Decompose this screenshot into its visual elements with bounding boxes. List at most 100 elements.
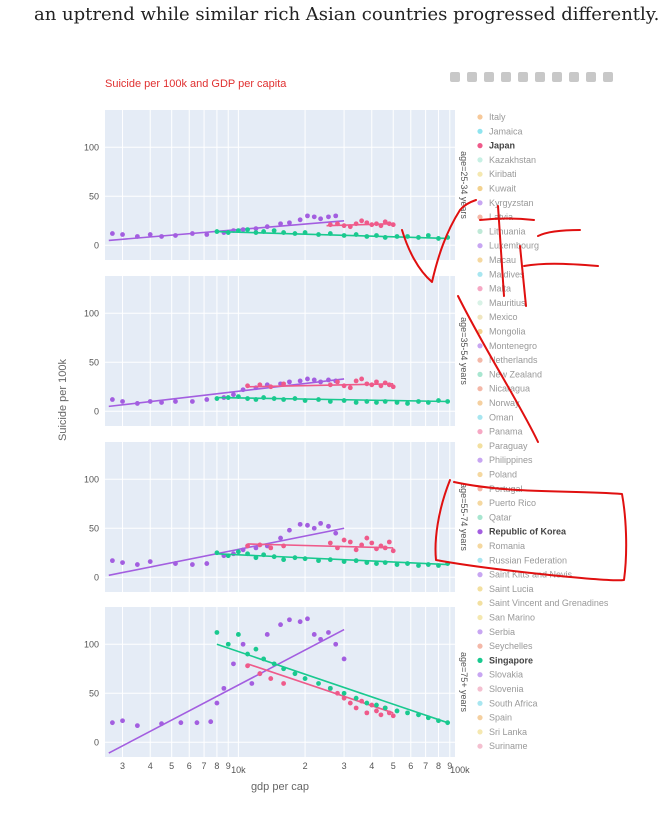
legend-item[interactable]: Macau bbox=[477, 255, 516, 265]
x-tick-label: 8 bbox=[436, 761, 441, 771]
legend[interactable]: Italy Jamaica Japan Kazakhstan Kiribati Kuwai… bbox=[477, 112, 609, 751]
data-point bbox=[436, 236, 441, 241]
camera-icon[interactable] bbox=[450, 72, 460, 82]
data-point bbox=[245, 663, 250, 669]
legend-item[interactable]: Netherlands bbox=[477, 355, 538, 365]
x-tick-label: 6 bbox=[187, 761, 192, 771]
data-point bbox=[261, 656, 267, 662]
data-point bbox=[318, 520, 323, 526]
legend-item[interactable]: Republic of Korea bbox=[477, 527, 567, 537]
legend-item[interactable]: Mongolia bbox=[477, 327, 526, 337]
legend-item[interactable]: Kazakhstan bbox=[477, 155, 536, 165]
legend-item[interactable]: Maldives bbox=[477, 269, 525, 279]
legend-item[interactable]: Romania bbox=[477, 541, 525, 551]
legend-label: Serbia bbox=[489, 627, 515, 637]
legend-item[interactable]: Latvia bbox=[477, 212, 513, 222]
data-point bbox=[302, 230, 308, 235]
legend-label: Singapore bbox=[489, 655, 533, 665]
legend-item[interactable]: Lithuania bbox=[477, 226, 526, 236]
data-point bbox=[253, 646, 259, 652]
plotly-logo-icon[interactable] bbox=[603, 72, 613, 82]
data-point bbox=[253, 545, 259, 551]
legend-item[interactable]: Philippines bbox=[477, 455, 533, 465]
legend-marker bbox=[477, 700, 483, 706]
legend-marker bbox=[477, 171, 483, 177]
pan-icon[interactable] bbox=[484, 72, 494, 82]
legend-item[interactable]: Mexico bbox=[477, 312, 518, 322]
data-point bbox=[257, 382, 263, 388]
legend-label: Seychelles bbox=[489, 641, 533, 651]
lasso-icon[interactable] bbox=[518, 72, 528, 82]
legend-item[interactable]: Kiribati bbox=[477, 169, 517, 179]
legend-marker bbox=[477, 686, 483, 692]
zoom-out-icon[interactable] bbox=[552, 72, 562, 82]
legend-item[interactable]: Mauritius bbox=[477, 298, 526, 308]
legend-item[interactable]: Panama bbox=[477, 427, 523, 437]
data-point bbox=[394, 234, 400, 239]
legend-item[interactable]: Paraguay bbox=[477, 441, 528, 451]
data-point bbox=[278, 622, 283, 628]
data-point bbox=[327, 685, 333, 691]
legend-item[interactable]: Russian Federation bbox=[477, 555, 567, 565]
legend-item[interactable]: San Marino bbox=[477, 613, 535, 623]
legend-item[interactable]: Kyrgyzstan bbox=[477, 198, 534, 208]
data-point bbox=[147, 559, 153, 565]
legend-item[interactable]: Norway bbox=[477, 398, 520, 408]
legend-label: Qatar bbox=[489, 512, 512, 522]
home-icon[interactable] bbox=[586, 72, 596, 82]
y-tick-label: 0 bbox=[94, 572, 99, 582]
data-point bbox=[378, 383, 384, 389]
legend-item[interactable]: Oman bbox=[477, 412, 514, 422]
y-tick-label: 50 bbox=[89, 523, 99, 533]
legend-label: South Africa bbox=[489, 698, 538, 708]
data-point bbox=[261, 229, 267, 234]
legend-item[interactable]: Kuwait bbox=[477, 184, 517, 194]
data-point bbox=[335, 221, 340, 227]
data-point bbox=[359, 376, 365, 382]
data-point bbox=[318, 636, 323, 642]
legend-item[interactable]: South Africa bbox=[477, 698, 538, 708]
legend-item[interactable]: Sri Lanka bbox=[477, 727, 527, 737]
legend-item[interactable]: Saint Kitts and Nevis bbox=[477, 570, 573, 580]
autoscale-icon[interactable] bbox=[569, 72, 579, 82]
legend-marker bbox=[477, 643, 483, 649]
legend-item[interactable]: Serbia bbox=[477, 627, 515, 637]
legend-item[interactable]: Saint Vincent and Grenadines bbox=[477, 598, 609, 608]
legend-label: Lithuania bbox=[489, 226, 526, 236]
legend-item[interactable]: Montenegro bbox=[477, 341, 537, 351]
data-point bbox=[221, 685, 227, 691]
legend-item[interactable]: Suriname bbox=[477, 741, 528, 751]
y-tick-label: 0 bbox=[94, 406, 99, 416]
legend-item[interactable]: Spain bbox=[477, 713, 512, 723]
series-republic-of-korea bbox=[108, 520, 345, 577]
legend-item[interactable]: Slovakia bbox=[477, 670, 523, 680]
box-select-icon[interactable] bbox=[501, 72, 511, 82]
legend-item[interactable]: Singapore bbox=[477, 655, 533, 665]
data-point bbox=[110, 231, 115, 236]
legend-item[interactable]: Poland bbox=[477, 470, 517, 480]
legend-item[interactable]: Japan bbox=[477, 141, 515, 151]
data-point bbox=[386, 539, 392, 545]
legend-item[interactable]: Slovenia bbox=[477, 684, 524, 694]
legend-item[interactable]: Saint Lucia bbox=[477, 584, 534, 594]
zoom-in-icon[interactable] bbox=[535, 72, 545, 82]
legend-item[interactable]: Seychelles bbox=[477, 641, 533, 651]
legend-item[interactable]: Malta bbox=[477, 284, 511, 294]
modebar-toolbar[interactable] bbox=[450, 72, 613, 82]
legend-item[interactable]: Puerto Rico bbox=[477, 498, 536, 508]
zoom-icon[interactable] bbox=[467, 72, 477, 82]
annotation-letter-e-stroke bbox=[523, 262, 599, 267]
data-point bbox=[445, 399, 451, 404]
data-point bbox=[240, 227, 246, 233]
x-tick-label: 5 bbox=[391, 761, 396, 771]
data-point bbox=[416, 563, 421, 568]
data-point bbox=[327, 540, 333, 546]
legend-item[interactable]: Jamaica bbox=[477, 126, 523, 136]
legend-item[interactable]: Luxembourg bbox=[477, 241, 539, 251]
legend-item[interactable]: Italy bbox=[477, 112, 506, 122]
legend-item[interactable]: Qatar bbox=[477, 512, 512, 522]
legend-item[interactable]: New Zealand bbox=[477, 369, 542, 379]
legend-item[interactable]: Nicaragua bbox=[477, 384, 530, 394]
legend-label: Japan bbox=[489, 141, 515, 151]
legend-label: Sri Lanka bbox=[489, 727, 527, 737]
